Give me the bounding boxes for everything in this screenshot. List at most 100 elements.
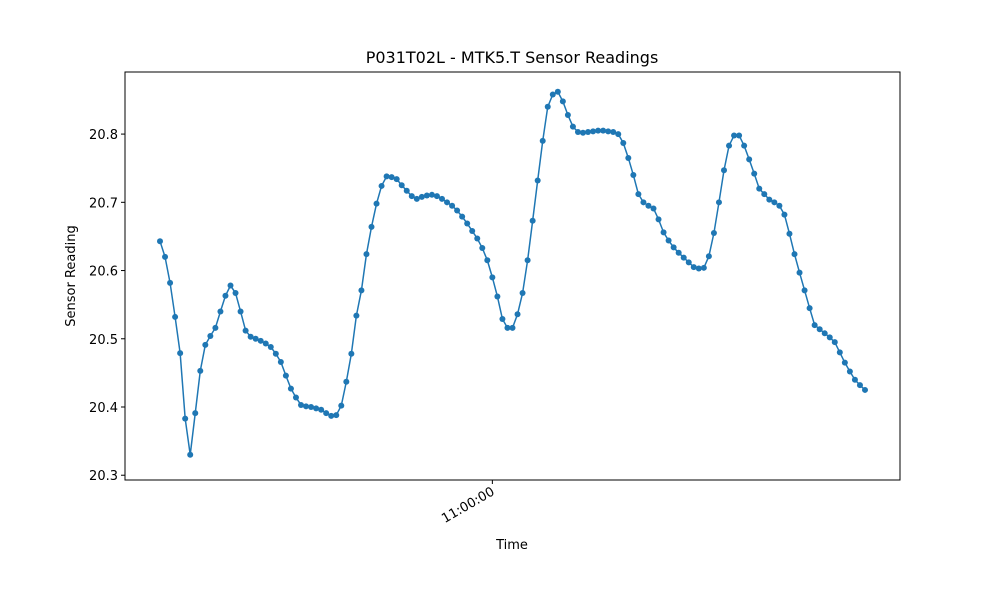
data-point <box>267 343 274 350</box>
data-point <box>650 205 657 212</box>
data-point <box>247 333 254 340</box>
data-point <box>393 176 400 183</box>
data-point <box>459 213 466 220</box>
data-point <box>182 415 189 422</box>
data-point <box>303 403 310 410</box>
data-point <box>464 220 471 227</box>
data-point <box>574 129 581 136</box>
chart-title: P031T02L - MTK5.T Sensor Readings <box>366 48 659 67</box>
data-point <box>504 324 511 331</box>
data-point <box>645 202 652 209</box>
data-point <box>242 327 249 334</box>
data-point <box>333 412 340 419</box>
data-point <box>217 308 224 315</box>
data-point <box>610 129 617 136</box>
data-point <box>298 401 304 408</box>
data-point <box>640 199 647 206</box>
data-point <box>318 406 325 413</box>
data-point <box>343 378 350 385</box>
data-point <box>378 182 385 189</box>
data-point <box>418 193 425 200</box>
data-point <box>383 173 390 180</box>
data-point <box>816 326 823 333</box>
data-point <box>695 265 702 272</box>
data-point <box>167 279 174 286</box>
data-point <box>237 308 244 315</box>
data-point <box>509 324 516 331</box>
data-point <box>499 315 506 322</box>
data-point <box>665 237 672 244</box>
data-point <box>635 191 642 198</box>
data-point <box>433 193 440 200</box>
data-point <box>232 290 239 297</box>
data-point <box>851 376 858 383</box>
y-tick-label: 20.3 <box>89 469 118 484</box>
data-point <box>801 287 808 294</box>
data-point <box>444 199 451 206</box>
data-point <box>368 223 375 230</box>
data-point <box>841 359 848 366</box>
data-point <box>620 139 627 146</box>
y-tick-label: 20.5 <box>89 333 118 348</box>
data-point <box>494 293 501 300</box>
data-point <box>766 196 773 203</box>
data-point <box>413 195 420 202</box>
data-point <box>806 305 813 312</box>
data-point <box>398 182 405 189</box>
data-point <box>308 403 315 410</box>
y-axis-label: Sensor Reading <box>64 225 79 326</box>
data-point <box>761 191 768 198</box>
data-point <box>313 405 320 412</box>
y-tick-label: 20.8 <box>89 128 118 143</box>
data-point <box>600 127 607 134</box>
data-point <box>625 154 632 161</box>
y-tick-label: 20.6 <box>89 265 118 280</box>
data-point <box>287 385 294 392</box>
data-point <box>690 264 697 271</box>
data-point <box>353 312 360 319</box>
data-point <box>252 335 259 342</box>
plot-frame <box>124 71 901 481</box>
data-point <box>469 227 476 234</box>
data-point <box>756 185 763 192</box>
data-point <box>363 251 370 258</box>
data-point <box>569 123 576 130</box>
data-point <box>811 322 818 329</box>
data-point <box>519 290 526 297</box>
data-point <box>856 382 863 389</box>
data-point <box>454 207 461 214</box>
data-point <box>524 257 531 264</box>
data-point <box>705 253 712 260</box>
data-point <box>680 254 687 261</box>
data-point <box>595 127 602 134</box>
data-point <box>323 410 330 417</box>
data-point <box>630 172 637 179</box>
data-point <box>544 103 551 110</box>
data-point <box>539 137 546 144</box>
data-point <box>715 199 722 206</box>
data-point <box>826 334 833 341</box>
data-point <box>615 131 622 138</box>
data-point <box>227 282 234 289</box>
data-point <box>670 244 677 251</box>
data-point <box>338 402 345 409</box>
data-point <box>282 372 289 379</box>
data-point <box>257 337 264 344</box>
data-point <box>836 349 843 356</box>
data-point <box>846 368 853 375</box>
data-point <box>549 91 556 98</box>
data-point <box>474 235 481 242</box>
data-point <box>821 330 828 337</box>
data-point <box>700 264 707 271</box>
y-tick-label: 20.4 <box>89 401 118 416</box>
data-point <box>187 451 194 458</box>
data-point <box>796 269 803 276</box>
data-point <box>781 211 788 218</box>
data-point <box>554 88 561 95</box>
data-point <box>192 410 199 417</box>
data-point <box>388 174 395 181</box>
data-point <box>786 230 793 237</box>
data-point <box>660 229 667 236</box>
data-point <box>358 287 365 294</box>
data-point <box>675 249 682 256</box>
